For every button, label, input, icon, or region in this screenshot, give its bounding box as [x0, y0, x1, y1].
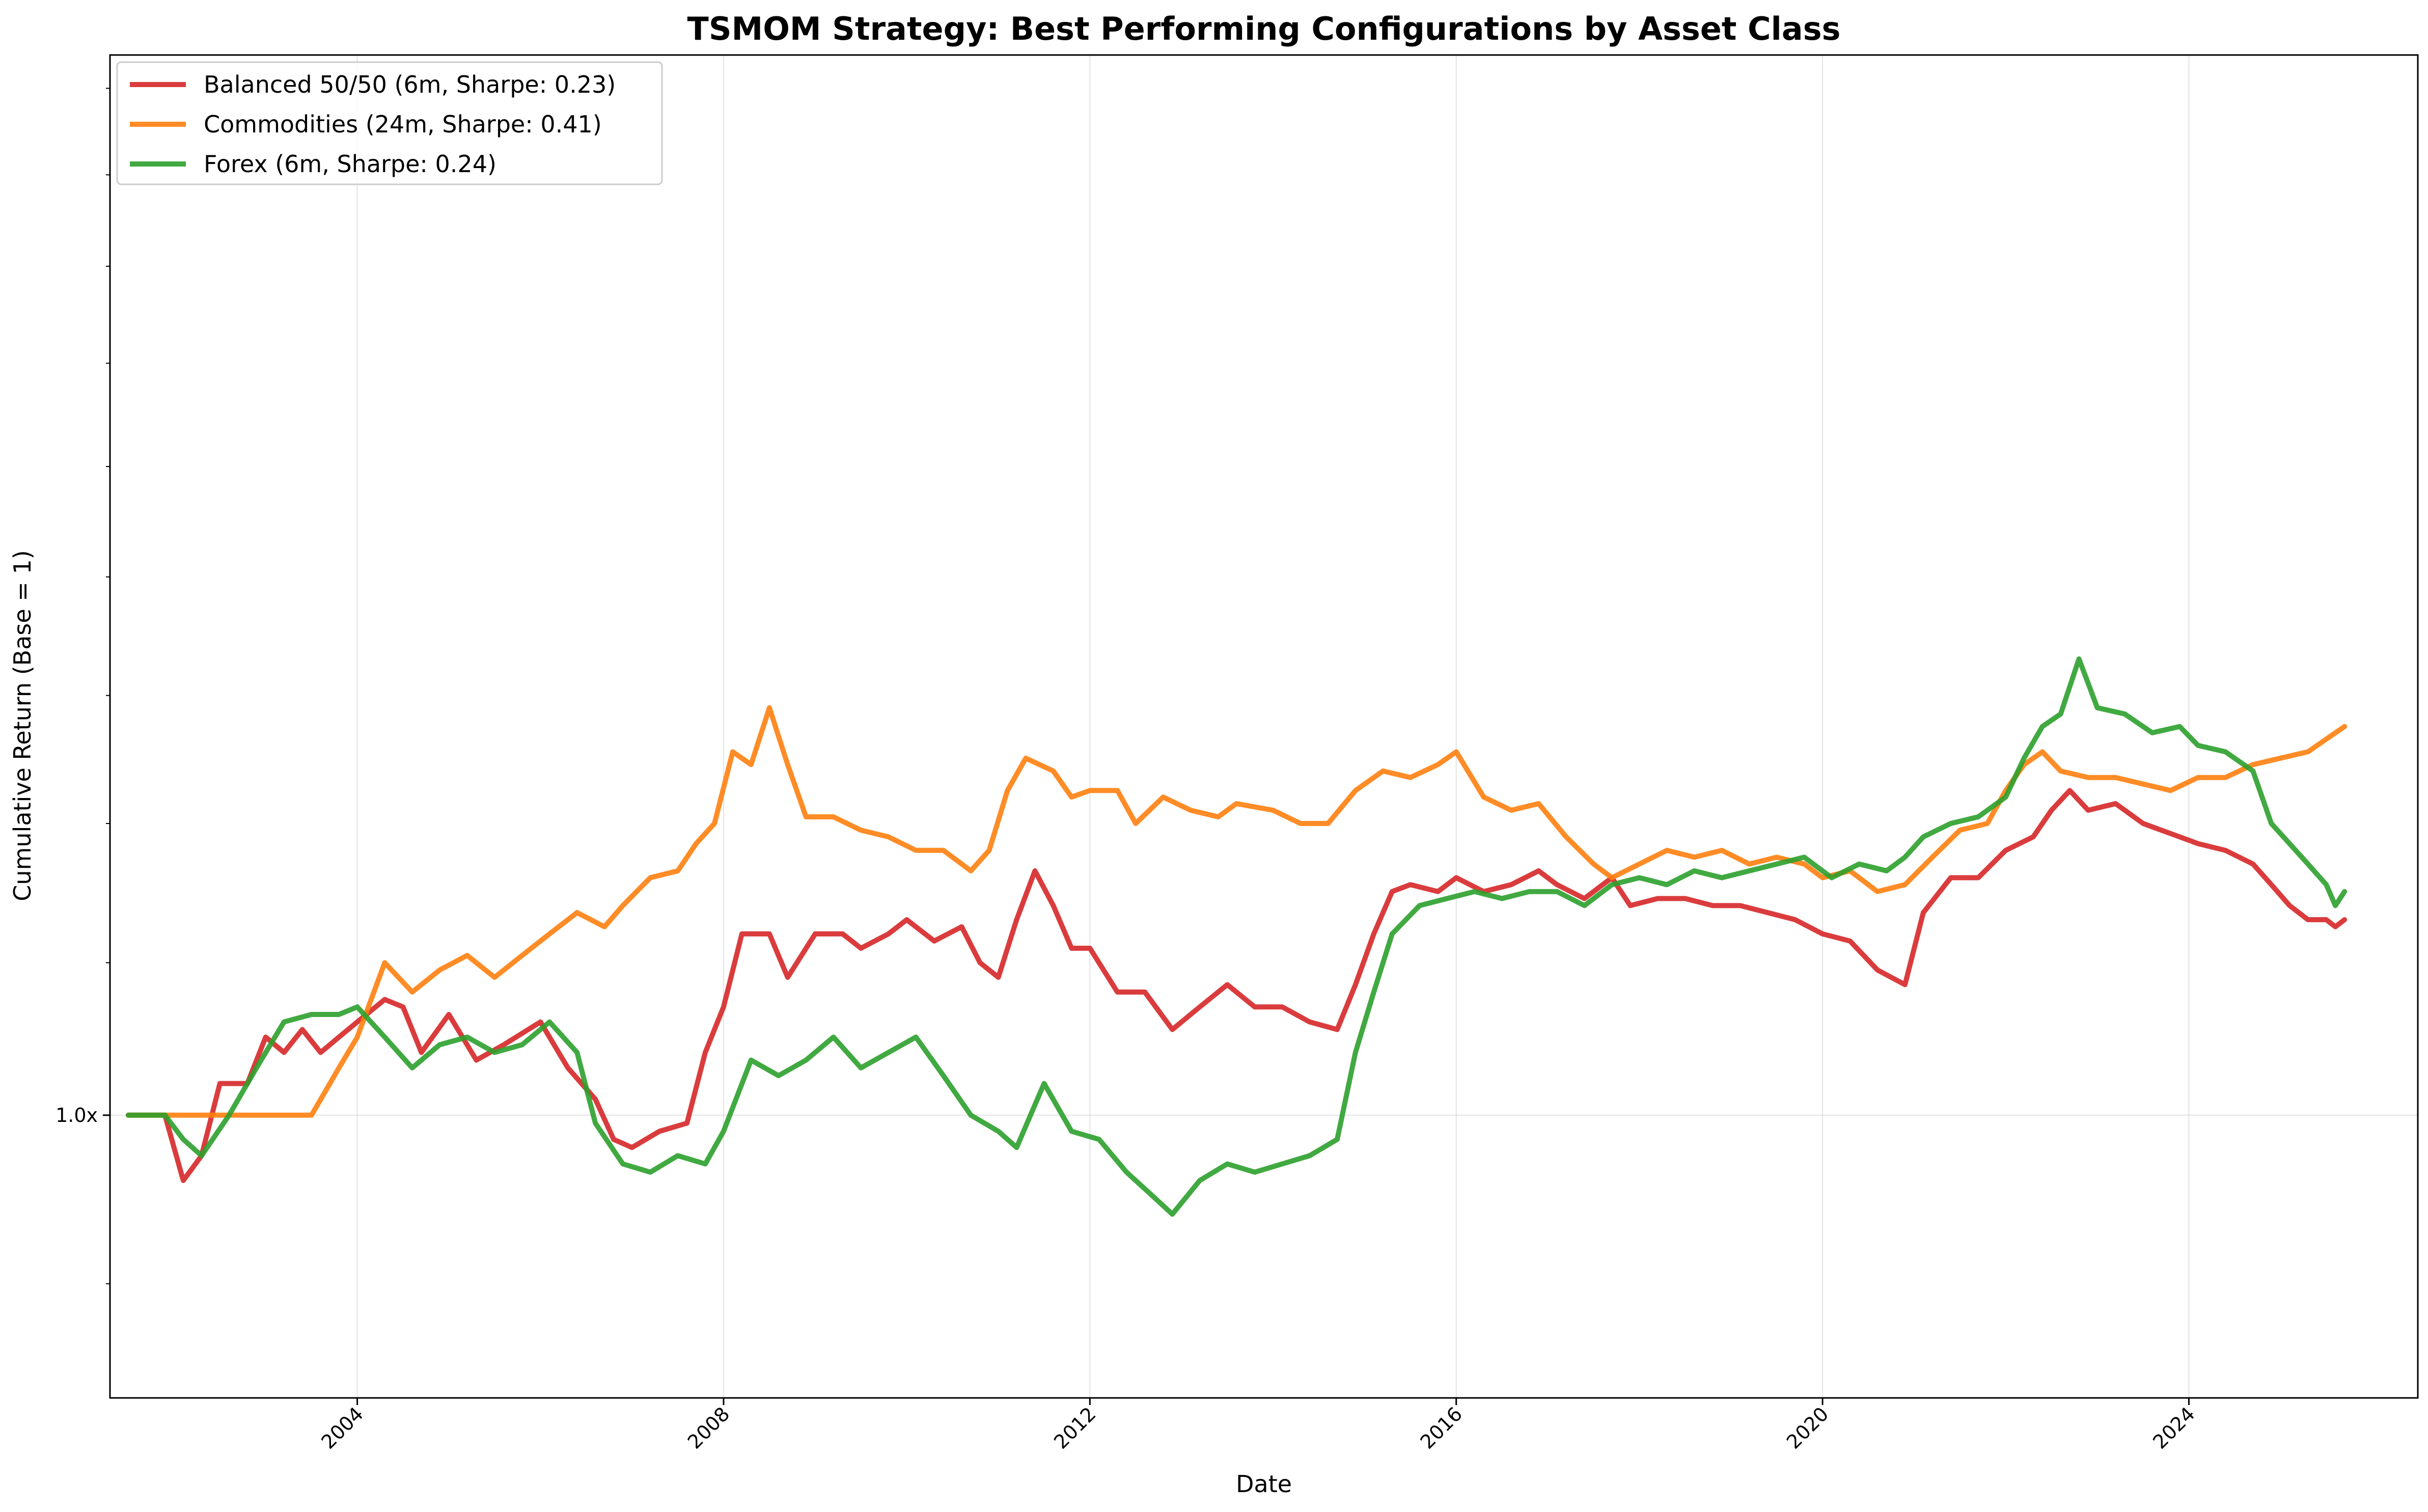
- y-axis-label: Cumulative Return (Base = 1): [9, 550, 36, 901]
- x-axis-label: Date: [1236, 1470, 1292, 1498]
- chart-title: TSMOM Strategy: Best Performing Configur…: [687, 10, 1841, 47]
- series-line-1: [126, 788, 2348, 1183]
- y-tick-label: 1.0x: [56, 1104, 98, 1126]
- series-line-3: [126, 656, 2348, 1217]
- legend-box: [116, 61, 663, 185]
- legend-label-forex: Forex (6m, Sharpe: 0.24): [204, 150, 496, 178]
- legend-label-commodities: Commodities (24m, Sharpe: 0.41): [204, 111, 602, 138]
- series-lines: [126, 656, 2348, 1217]
- legend: Balanced 50/50 (6m, Sharpe: 0.23) Commod…: [116, 61, 663, 185]
- plot-area-frame: [109, 54, 2419, 1399]
- grid-lines: [110, 55, 2418, 1398]
- legend-label-balanced: Balanced 50/50 (6m, Sharpe: 0.23): [204, 71, 616, 98]
